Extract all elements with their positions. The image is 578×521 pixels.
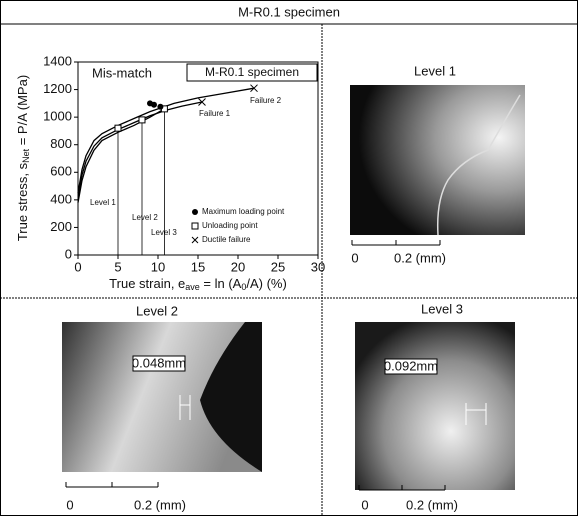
unloading-point bbox=[138, 116, 146, 124]
max-loading-point bbox=[157, 103, 164, 110]
legend-symbol bbox=[191, 222, 199, 230]
curve bbox=[77, 87, 255, 194]
ductile-failure bbox=[250, 84, 258, 93]
legend-label: Maximum loading point bbox=[202, 207, 285, 216]
y-label-part: = P/A (MPa) bbox=[15, 75, 30, 149]
inset-box-label: M-R0.1 specimen bbox=[205, 65, 299, 79]
measure-label: 0.048mm bbox=[132, 355, 186, 370]
scale-bar bbox=[65, 482, 159, 488]
x-tick-label: 20 bbox=[231, 259, 245, 274]
scale-zero: 0 bbox=[351, 250, 358, 265]
ductile-failure bbox=[198, 98, 206, 106]
x-label-part: /A) (%) bbox=[246, 276, 286, 291]
panel-title: Level 1 bbox=[414, 63, 456, 78]
curve bbox=[77, 108, 165, 203]
legend-symbol bbox=[192, 209, 198, 215]
panel-title: Level 3 bbox=[421, 301, 463, 316]
x-label-sub: 0 bbox=[241, 282, 246, 292]
scale-bar bbox=[351, 240, 441, 246]
annotation: Failure 2 bbox=[250, 96, 282, 105]
legend-label: Ductile failure bbox=[202, 235, 251, 244]
scale-bar bbox=[358, 485, 446, 491]
y-label-part: True stress, s bbox=[15, 162, 30, 241]
annotation: Level 1 bbox=[90, 198, 116, 207]
panel-title: Level 2 bbox=[136, 303, 178, 318]
micrograph bbox=[350, 85, 525, 235]
unloading-point bbox=[114, 124, 122, 132]
y-tick-label: 1400 bbox=[43, 53, 72, 68]
scale-label: 0.2 (mm) bbox=[134, 497, 186, 512]
x-tick-label: 5 bbox=[114, 259, 121, 274]
scale-label: 0.2 (mm) bbox=[394, 250, 446, 265]
measure-mark bbox=[465, 403, 487, 425]
y-label-sub: Net bbox=[21, 148, 31, 163]
y-axis-label: True stress, sNet = P/A (MPa) bbox=[15, 75, 31, 241]
y-tick-label: 1000 bbox=[43, 109, 72, 124]
x-tick-label: 15 bbox=[191, 259, 205, 274]
annotation: Level 2 bbox=[132, 213, 158, 222]
inset-title: Mis-match bbox=[92, 65, 152, 80]
annotation: Failure 1 bbox=[199, 109, 231, 118]
x-label-part: = ln (A bbox=[200, 276, 242, 291]
x-tick-label: 10 bbox=[151, 259, 165, 274]
dark-region bbox=[200, 322, 262, 472]
micrograph bbox=[355, 322, 515, 490]
measure-box bbox=[384, 358, 438, 375]
max-loading-point bbox=[151, 101, 157, 108]
y-tick-label: 200 bbox=[50, 219, 72, 234]
x-label-sub: ave bbox=[185, 282, 200, 292]
legend-symbol bbox=[191, 236, 199, 244]
inset-box bbox=[186, 63, 318, 82]
y-tick-label: 800 bbox=[50, 136, 72, 151]
crack bbox=[436, 94, 521, 236]
legend-label: Unloading point bbox=[202, 221, 258, 230]
header-title: M-R0.1 specimen bbox=[238, 4, 340, 19]
x-axis-label: True strain, eave = ln (A0/A) (%) bbox=[109, 276, 287, 292]
x-tick-label: 30 bbox=[311, 259, 325, 274]
y-tick-label: 0 bbox=[65, 246, 72, 261]
x-tick-label: 25 bbox=[271, 259, 285, 274]
scale-zero: 0 bbox=[66, 497, 73, 512]
measure-mark bbox=[179, 395, 191, 420]
x-label-part: True strain, e bbox=[109, 276, 185, 291]
y-tick-label: 1200 bbox=[43, 81, 72, 96]
x-tick-label: 0 bbox=[74, 259, 81, 274]
measure-label: 0.092mm bbox=[384, 358, 438, 373]
scale-zero: 0 bbox=[361, 497, 368, 512]
chart: Mis-match M-R0.1 specimen Level 1 Level … bbox=[15, 53, 325, 292]
scale-label: 0.2 (mm) bbox=[406, 497, 458, 512]
y-tick-label: 600 bbox=[50, 164, 72, 179]
measure-box bbox=[132, 355, 186, 372]
y-tick-label: 400 bbox=[50, 191, 72, 206]
